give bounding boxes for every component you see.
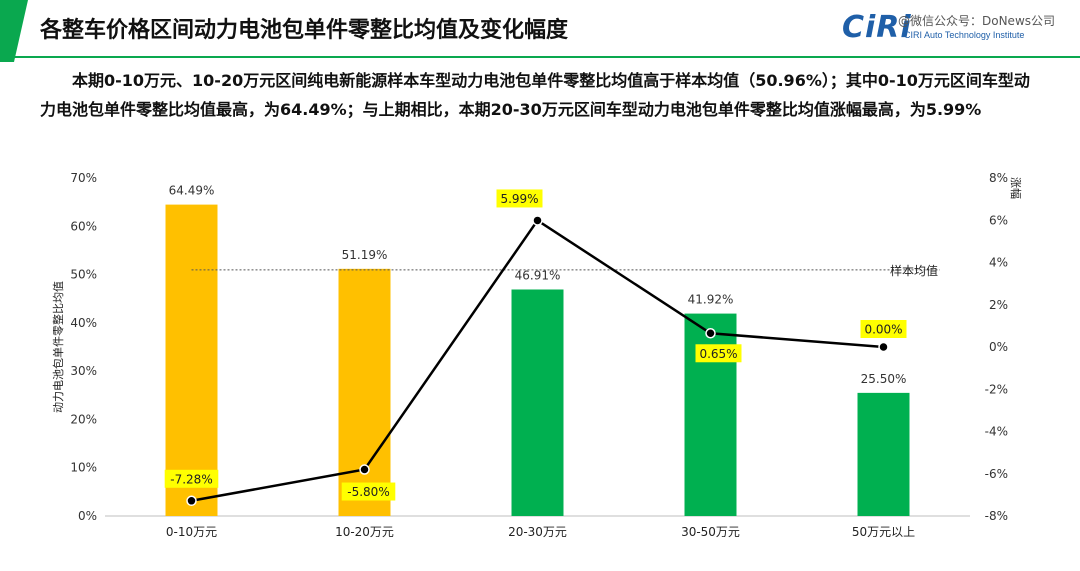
y-left-tick-label: 40%	[70, 316, 97, 330]
bar-value-label: 25.50%	[861, 372, 907, 386]
y-left-tick-label: 50%	[70, 268, 97, 282]
bar	[165, 204, 218, 517]
watermark: @微信公众号：DoNews公司	[898, 14, 1056, 28]
y-right-tick-label: 2%	[989, 298, 1008, 312]
y-left-tick-label: 20%	[70, 412, 97, 426]
reference-line-label: 样本均值	[890, 263, 938, 278]
change-value-label: 0.65%	[699, 347, 737, 361]
page-title: 各整车价格区间动力电池包单件零整比均值及变化幅度	[40, 18, 569, 43]
y-left-tick-label: 70%	[70, 171, 97, 185]
title-accent-triangle	[14, 0, 28, 62]
title-accent-bar	[0, 0, 14, 62]
axis-layer: 0% 10% 20% 30% 40% 50% 60% 70% -8% -6% -4% -2% 0% 2% 4…	[51, 171, 1022, 539]
y-left-axis-title: 动力电池包单件零整比均值	[51, 281, 65, 413]
y-right-tick-label: -6%	[985, 467, 1008, 481]
change-point	[186, 495, 197, 507]
change-value-label: 5.99%	[500, 192, 538, 206]
bar-value-label: 41.92%	[688, 293, 734, 307]
bar	[684, 313, 737, 516]
y-right-tick-label: 8%	[989, 171, 1008, 185]
bar-value-label: 46.91%	[515, 268, 561, 282]
y-left-tick-label: 60%	[70, 219, 97, 233]
x-tick-label: 10-20万元	[335, 525, 394, 539]
y-right-tick-label: -2%	[985, 382, 1008, 396]
x-tick-label: 50万元以上	[852, 525, 915, 539]
label-layer: 64.49% 51.19% 46.91% 41.92% 25.50% -7.28% -5.8…	[164, 184, 907, 501]
logo-subtitle: CIRI Auto Technology Institute	[904, 30, 1025, 40]
logo-text: CiRi	[842, 10, 912, 45]
change-label-highlight	[164, 469, 219, 488]
chart-description: 本期0-10万元、10-20万元区间纯电新能源样本车型动力电池包单件零整比均值高…	[40, 71, 1030, 119]
change-point	[878, 341, 889, 353]
bar-layer	[165, 204, 910, 517]
y-left-tick-label: 10%	[70, 461, 97, 475]
change-value-label: -5.80%	[347, 485, 389, 499]
y-right-tick-label: 6%	[989, 213, 1008, 227]
y-right-tick-label: -4%	[985, 425, 1008, 439]
y-left-tick-label: 30%	[70, 364, 97, 378]
change-label-highlight	[860, 320, 907, 338]
x-tick-label: 30-50万元	[681, 525, 740, 539]
bar-value-label: 51.19%	[342, 248, 388, 262]
y-left-tick-label: 0%	[78, 509, 97, 523]
change-point	[532, 215, 543, 226]
change-label-highlight	[341, 482, 396, 501]
y-right-tick-label: 4%	[989, 256, 1008, 270]
y-right-tick-label: 0%	[989, 340, 1008, 354]
reference-layer: 样本均值	[191, 263, 940, 278]
change-label-highlight	[496, 189, 543, 208]
bar-value-label: 64.49%	[169, 184, 215, 198]
title-underline	[0, 56, 1080, 58]
change-value-label: -7.28%	[170, 472, 212, 486]
change-value-label: 0.00%	[864, 323, 902, 337]
y-right-axis-title: 涨幅	[1009, 177, 1022, 199]
bar	[338, 268, 391, 516]
x-tick-label: 20-30万元	[508, 525, 567, 539]
bar	[511, 289, 564, 516]
x-tick-label: 0-10万元	[166, 525, 217, 539]
change-point	[359, 464, 370, 475]
ciri-logo: CiRi @微信公众号：DoNews公司 CIRI Auto Technolog…	[842, 10, 1056, 45]
y-right-tick-label: -8%	[985, 509, 1008, 523]
change-point	[705, 328, 716, 339]
line-layer	[186, 215, 889, 507]
bar	[857, 392, 910, 516]
change-label-highlight	[695, 344, 742, 363]
